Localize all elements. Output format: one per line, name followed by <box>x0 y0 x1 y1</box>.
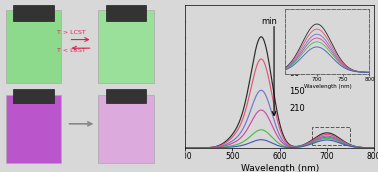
Text: T > LCST: T > LCST <box>57 30 86 35</box>
Text: T < LCST: T < LCST <box>57 49 86 53</box>
Bar <box>105 89 146 103</box>
Text: min: min <box>261 17 277 26</box>
Bar <box>98 95 154 163</box>
Bar <box>105 5 146 21</box>
Bar <box>13 89 54 103</box>
Bar <box>98 10 154 83</box>
Y-axis label: Absorbance: Absorbance <box>157 50 166 103</box>
Text: 150: 150 <box>289 87 305 96</box>
Bar <box>13 5 54 21</box>
Text: 210: 210 <box>289 104 305 113</box>
Text: 0: 0 <box>289 17 294 26</box>
Bar <box>312 127 350 145</box>
Text: 90: 90 <box>289 69 300 78</box>
Text: 30: 30 <box>289 34 300 43</box>
Bar <box>6 95 61 163</box>
X-axis label: Wavelength (nm): Wavelength (nm) <box>240 164 319 172</box>
Bar <box>6 10 61 83</box>
Text: 60: 60 <box>289 52 300 61</box>
